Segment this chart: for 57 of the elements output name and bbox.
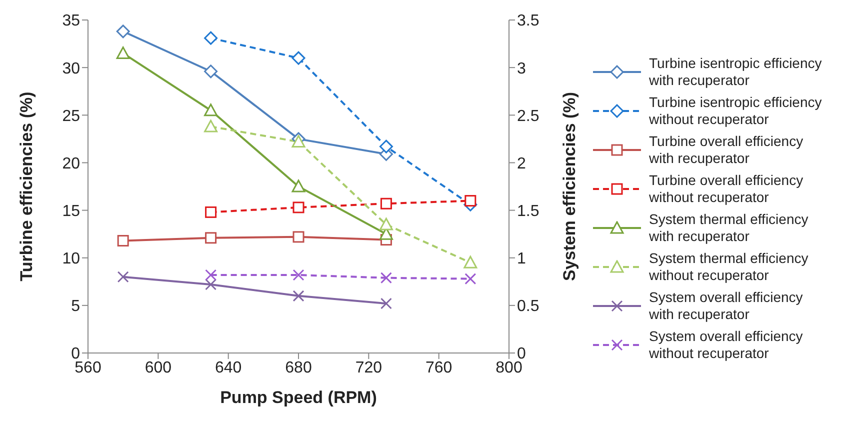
legend-label: Turbine isentropic efficiency without recuperator (649, 94, 823, 128)
point (292, 231, 304, 243)
legend-label: System thermal efficiency without recuperator (649, 250, 810, 284)
point (292, 269, 304, 281)
y2-axis-title: System efficiencies (%) (560, 92, 580, 281)
point (116, 46, 130, 60)
y2-tick-label: 1 (517, 250, 526, 268)
y2-tick-label: 2 (517, 155, 526, 172)
point (292, 135, 306, 148)
legend-label: System overall efficiency without recuperator (649, 328, 804, 362)
legend-label: Turbine overall efficiency with recuperator (649, 132, 804, 166)
point (380, 298, 392, 310)
y-tick-label: 25 (62, 108, 80, 125)
y2-tick-label: 3 (517, 60, 526, 78)
point (379, 140, 393, 154)
y-tick-label: 20 (62, 155, 80, 172)
point (464, 195, 476, 207)
y-tick-label: 5 (71, 298, 80, 316)
point (117, 234, 129, 246)
y2-tick-label: 2.5 (517, 108, 540, 125)
point (116, 24, 130, 38)
y2-tick-label: 0.5 (517, 298, 540, 316)
point (204, 31, 218, 45)
point (204, 64, 218, 78)
y-tick-label: 35 (62, 12, 80, 30)
point (379, 218, 393, 230)
legend-label: System thermal efficiency with recuperator (649, 210, 810, 244)
point (205, 206, 217, 218)
point (380, 272, 392, 284)
y-axis-title: Turbine efficiencies (%) (17, 92, 36, 282)
point (205, 269, 217, 281)
point (204, 104, 218, 116)
legend-label: Turbine overall efficiency without recuperator (649, 172, 804, 206)
x-tick-label: 680 (285, 359, 312, 376)
point (205, 232, 217, 244)
y-tick-label: 30 (62, 60, 80, 78)
point (292, 202, 304, 214)
point (204, 120, 218, 132)
point (117, 271, 129, 283)
x-axis-title: Pump Speed (RPM) (220, 388, 377, 407)
y2-tick-label: 3.5 (517, 12, 540, 30)
point (292, 290, 304, 302)
x-tick-label: 760 (425, 359, 452, 376)
point (292, 51, 306, 65)
y-tick-label: 10 (62, 250, 80, 268)
legend-label: System overall efficiency with recuperator (649, 288, 804, 322)
y-tick-label: 15 (62, 202, 80, 220)
legend-label: Turbine isentropic efficiency with recuperator (649, 54, 823, 88)
x-tick-label: 640 (214, 359, 242, 376)
x-tick-label: 600 (144, 359, 172, 376)
point (292, 180, 306, 192)
point (380, 198, 392, 210)
point (464, 273, 476, 285)
x-tick-label: 720 (355, 359, 382, 376)
y2-tick-label: 1.5 (517, 202, 540, 220)
point (205, 278, 217, 290)
point (464, 256, 478, 268)
